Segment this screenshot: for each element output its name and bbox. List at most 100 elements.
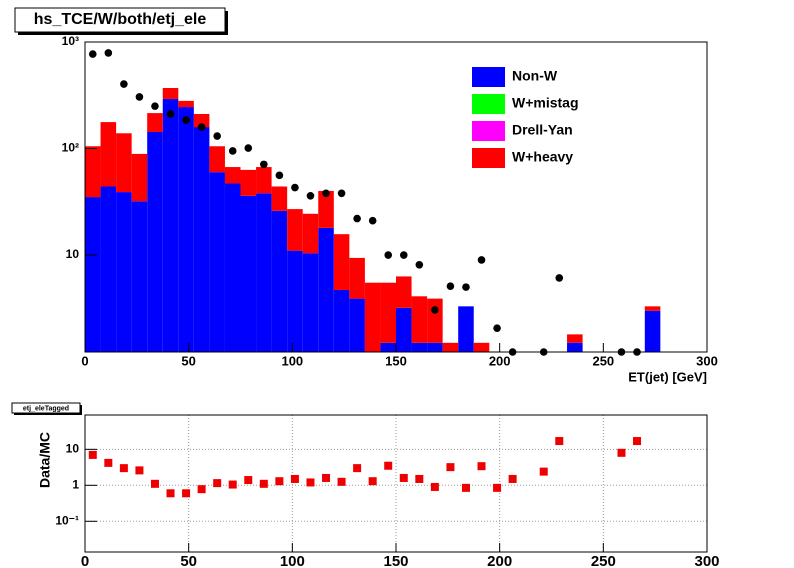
histogram-bar — [396, 307, 412, 352]
x-axis-label: ET(jet) [GeV] — [628, 369, 707, 384]
ratio-point — [353, 464, 362, 473]
x-tick-label: 150 — [383, 553, 408, 568]
histogram-bar — [116, 133, 132, 193]
histogram-bar — [147, 113, 163, 132]
ratio-point — [446, 463, 455, 472]
histogram-bar — [271, 186, 288, 211]
ratio-point — [290, 474, 299, 483]
data-point — [213, 132, 221, 140]
ratio-point — [384, 461, 393, 470]
data-point — [120, 80, 128, 88]
data-point — [104, 49, 113, 57]
ratio-point — [493, 483, 502, 492]
histogram-bar — [427, 298, 443, 343]
ratio-point — [306, 478, 315, 487]
histogram-bar — [473, 342, 490, 352]
histogram-bar — [240, 195, 257, 352]
ratio-point — [135, 466, 144, 475]
histogram-bar — [364, 282, 381, 352]
histogram-bar — [644, 310, 661, 352]
y-tick-label: 10³ — [62, 34, 79, 48]
histogram-bar — [116, 192, 132, 352]
histogram-bar — [318, 227, 334, 352]
ratio-point — [182, 489, 191, 498]
histogram-bar — [85, 197, 101, 352]
ratio-point — [415, 474, 424, 483]
ratio-point — [508, 474, 517, 483]
histogram-bar — [193, 127, 210, 352]
legend-label: Drell-Yan — [512, 122, 573, 138]
ratio-point — [213, 479, 222, 488]
x-tick-label: 200 — [487, 553, 512, 568]
histogram-bar — [349, 257, 365, 299]
histogram-bar — [567, 334, 583, 343]
histogram-bar — [380, 282, 396, 343]
x-tick-label: 50 — [181, 353, 195, 368]
x-tick-label: 300 — [696, 353, 718, 368]
histogram-bar — [100, 122, 117, 187]
histogram-bar — [567, 342, 583, 352]
histogram-bar — [427, 342, 443, 352]
histogram-bar — [209, 172, 225, 352]
data-point — [446, 282, 455, 291]
data-point — [306, 191, 315, 200]
ratio-point — [275, 477, 284, 486]
x-tick-label: 50 — [180, 553, 197, 568]
legend-swatch — [472, 148, 505, 168]
data-point — [477, 256, 486, 264]
ratio-point — [119, 464, 128, 473]
histogram-bar — [256, 193, 272, 352]
legend-swatch — [472, 67, 505, 87]
histogram-bar — [442, 342, 459, 352]
histogram-bar — [85, 146, 101, 198]
legend-swatch — [472, 121, 505, 141]
histogram-bar — [302, 213, 319, 254]
histogram-bar — [287, 250, 303, 352]
data-point — [275, 171, 284, 180]
legend-swatch — [472, 94, 505, 114]
data-point — [260, 160, 268, 169]
data-point — [337, 189, 346, 198]
data-point — [291, 183, 299, 192]
ratio-point — [368, 477, 377, 486]
ratio-point — [322, 473, 331, 482]
chart-title: hs_TCE/W/both/etj_ele — [34, 11, 207, 28]
histogram-bar — [162, 87, 179, 99]
panel-label: etj_eleTagged — [23, 405, 69, 412]
histogram-bar — [411, 296, 428, 343]
histogram-bar — [178, 100, 194, 108]
y-tick-label: 1 — [72, 477, 79, 491]
ratio-point — [150, 479, 159, 488]
histogram-bar — [224, 183, 241, 352]
ratio-point — [399, 473, 408, 482]
histogram-bar — [224, 167, 241, 184]
x-tick-label: 250 — [591, 553, 616, 568]
data-point — [368, 216, 377, 225]
ratio-point — [244, 476, 253, 485]
data-point — [166, 110, 175, 118]
data-point — [197, 123, 206, 131]
data-point — [228, 147, 237, 155]
data-point — [182, 116, 190, 124]
legend-label: W+mistag — [512, 95, 579, 111]
histogram-bar — [333, 234, 350, 290]
histogram-bar — [256, 167, 272, 194]
ratio-point — [539, 467, 548, 476]
histogram-bar — [644, 306, 661, 311]
histogram-bar — [458, 306, 474, 352]
data-point — [88, 50, 97, 58]
ratio-point — [197, 485, 206, 494]
histogram-bar — [380, 342, 396, 352]
histogram-bar — [162, 98, 179, 352]
histogram-bar — [287, 209, 303, 251]
ratio-point — [617, 448, 626, 457]
y-tick-label: 10 — [66, 247, 80, 261]
data-point — [462, 283, 470, 291]
histogram-bar — [302, 253, 319, 352]
ratio-point — [259, 479, 268, 488]
histogram-bar — [131, 201, 148, 352]
x-tick-label: 0 — [81, 353, 88, 368]
histogram-bar — [396, 276, 412, 308]
legend-label: Non-W — [512, 68, 558, 84]
